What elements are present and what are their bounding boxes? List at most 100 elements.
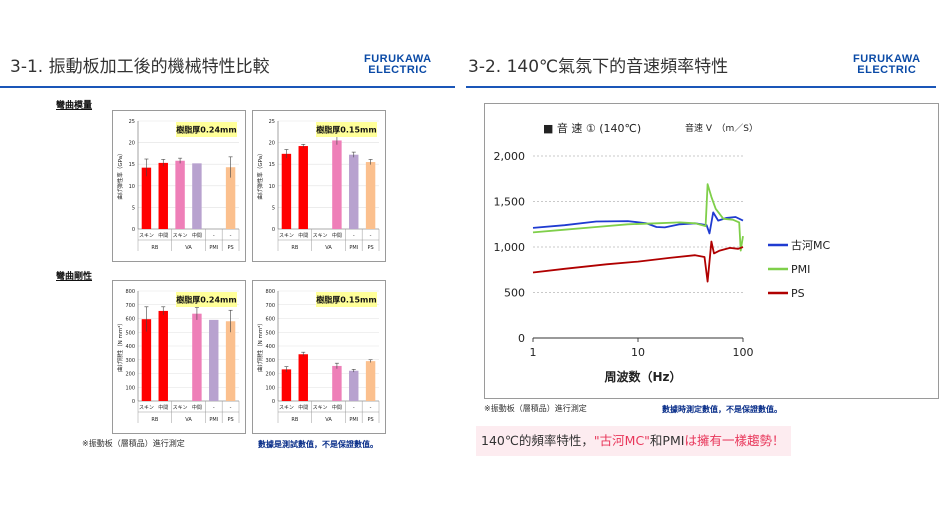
bar xyxy=(298,146,308,229)
group-label: VA xyxy=(185,245,192,251)
bar-chart-svg: 0100200300400500600700800曲げ剛性（N mm²）スキン中… xyxy=(116,289,240,423)
bar xyxy=(365,162,376,229)
y-tick-label: 25 xyxy=(269,119,275,125)
chart-label: 樹脂厚0.24mm xyxy=(176,125,236,135)
disclaimer-note: 數據是測試數值，不是保證數值。 xyxy=(258,440,378,449)
chart-label: 樹脂厚0.24mm xyxy=(176,295,236,305)
bar xyxy=(158,310,168,401)
bar xyxy=(141,167,152,229)
bar xyxy=(209,319,219,401)
y-tick-label: 100 xyxy=(125,385,135,391)
x-tick-label: - xyxy=(213,233,215,239)
logo-line1: FURUKAWA xyxy=(853,53,921,65)
group-label: PMI xyxy=(349,417,358,423)
x-tick-label: 中間 xyxy=(158,232,168,239)
group-label: PS xyxy=(367,245,373,251)
y-tick-label: 500 xyxy=(125,330,135,336)
bar xyxy=(175,160,185,229)
y-axis-label: 曲げ剛性（N mm²） xyxy=(116,320,124,372)
x-tick-label: スキン xyxy=(173,233,188,239)
y-tick-label: 100 xyxy=(265,385,275,391)
y-tick-label: 2,000 xyxy=(494,150,526,163)
bar xyxy=(349,370,359,401)
y-tick-label: 400 xyxy=(265,344,275,350)
group-label: RB xyxy=(151,417,158,423)
left-slide: 3-1. 振動板加工後的機械特性比較 FURUKAWA ELECTRIC 彎曲模… xyxy=(0,0,462,511)
x-tick-label: 中間 xyxy=(192,404,202,411)
series-line-0 xyxy=(532,211,744,235)
chart-label-box xyxy=(316,122,377,137)
chart-label: 樹脂厚0.15mm xyxy=(316,295,376,305)
measurement-note: ※振動板（層積品）進行測定 xyxy=(82,439,185,448)
logo-line2: ELECTRIC xyxy=(368,64,428,76)
bar xyxy=(192,163,202,229)
y-tick-label: 10 xyxy=(129,184,135,190)
group-label: VA xyxy=(185,417,192,423)
y-tick-label: 600 xyxy=(125,317,135,323)
y-tick-label: 0 xyxy=(132,399,135,405)
series-line-1 xyxy=(532,183,744,252)
y-tick-label: 500 xyxy=(504,287,525,300)
bar xyxy=(365,361,376,401)
bar xyxy=(192,313,202,401)
x-tick-label: - xyxy=(353,405,355,411)
bar xyxy=(332,140,342,229)
y-tick-label: 10 xyxy=(269,184,275,190)
y-tick-label: 15 xyxy=(129,162,135,168)
x-tick-label: - xyxy=(370,405,372,411)
x-tick-label: 中間 xyxy=(332,232,342,239)
y-tick-label: 800 xyxy=(265,289,275,295)
callout-highlight-1: "古河MC" xyxy=(593,433,650,448)
x-tick-label: スキン xyxy=(139,233,154,239)
group-label: PS xyxy=(227,245,233,251)
bar xyxy=(225,321,236,401)
y-tick-label: 400 xyxy=(125,344,135,350)
y-tick-label: 300 xyxy=(265,358,275,364)
sound-speed-line-chart: ■ 音 速 ① (140℃) 音速 V （m／S） 0 500 1,000 1,500 2,… xyxy=(484,103,939,399)
x-tick-label: スキン xyxy=(173,405,188,411)
y-tick-label: 500 xyxy=(265,330,275,336)
x-tick-label: - xyxy=(230,233,232,239)
bar-chart-modulus-024: 0 5 10 15 20 25 曲げ弾性率（GPa） スキン 中間 スキン 中間 - - RB VA PMI P… xyxy=(112,110,246,262)
bar-chart-rigidity-015: 0 100 200 300 400 500 600 700 800 曲げ剛性（N mm²） スキン中… xyxy=(252,280,386,434)
bar-chart-modulus-015: 0 5 10 15 20 25 曲げ弾性率（GPa） スキン 中間 スキン 中間 - - RB VA PMI P… xyxy=(252,110,386,262)
group-label: RB xyxy=(291,245,298,251)
x-tick-label: 10 xyxy=(631,346,645,359)
conclusion-callout: 140℃的頻率特性，"古河MC"和PMIは擁有一樣趨勢！ xyxy=(476,426,791,456)
y-tick-label: 20 xyxy=(269,141,275,147)
bar-chart-svg: 0100200300400500600700800曲げ剛性（N mm²）スキン中… xyxy=(256,289,380,423)
y-tick-label: 0 xyxy=(518,332,525,345)
x-tick-label: スキン xyxy=(313,233,328,239)
group-label: PMI xyxy=(349,245,358,251)
callout-text-1: 140℃的頻率特性， xyxy=(481,433,594,448)
measurement-note-right: ※振動板（層積品）進行測定 xyxy=(484,404,587,413)
x-tick-label: 100 xyxy=(733,346,754,359)
line-chart-svg: ■ 音 速 ① (140℃) 音速 V （m／S） 0 500 1,000 1,500 2,… xyxy=(494,121,831,384)
y-tick-label: 25 xyxy=(129,119,135,125)
section-label-rigidity: 彎曲剛性 xyxy=(56,272,93,282)
bar xyxy=(225,167,236,229)
y-tick-label: 700 xyxy=(265,303,275,309)
legend-label: PMI xyxy=(791,263,810,276)
x-tick-label: - xyxy=(230,405,232,411)
x-tick-label: - xyxy=(370,233,372,239)
chart-label: 樹脂厚0.15mm xyxy=(316,125,376,135)
bar-chart-rigidity-024: 0 100 200 300 400 500 600 700 800 曲げ剛性（N mm²） スキン中… xyxy=(112,280,246,434)
group-label: PS xyxy=(367,417,373,423)
x-tick-label: スキン xyxy=(139,405,154,411)
y-tick-label: 15 xyxy=(269,162,275,168)
y-tick-label: 0 xyxy=(132,227,135,233)
callout-text-3: は xyxy=(684,433,697,448)
callout-highlight-2: 擁有一樣趨勢！ xyxy=(696,433,785,448)
chart-label-box xyxy=(176,292,237,307)
y-axis-label: 曲げ弾性率（GPa） xyxy=(256,150,264,199)
chart-title: ■ 音 速 ① (140℃) xyxy=(543,121,641,135)
title-rule xyxy=(466,86,936,88)
legend-label: PS xyxy=(791,287,805,300)
x-tick-label: スキン xyxy=(279,233,294,239)
y-tick-label: 600 xyxy=(265,317,275,323)
group-label: VA xyxy=(325,245,332,251)
title-rule xyxy=(0,86,455,88)
y-tick-label: 0 xyxy=(272,399,275,405)
